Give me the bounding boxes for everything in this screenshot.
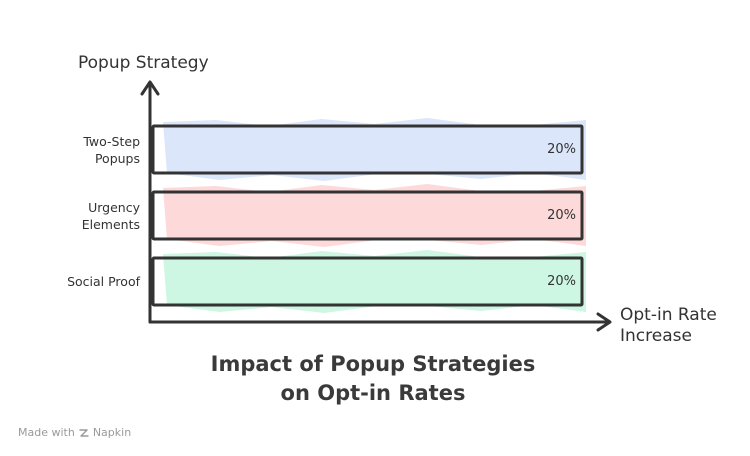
category-label: Two-Step Popups	[83, 133, 140, 166]
chart-title: Impact of Popup Strategies on Opt-in Rat…	[210, 352, 536, 405]
bar	[151, 124, 584, 175]
category-label: Urgency Elements	[81, 199, 140, 232]
value-label: 20%	[547, 273, 576, 289]
watermark-brand: Napkin	[92, 426, 132, 439]
napkin-icon	[79, 428, 89, 437]
bar-fill	[163, 118, 586, 181]
watermark-prefix: Made with	[18, 426, 75, 439]
x-axis-arrow-icon	[596, 312, 612, 332]
bar	[151, 256, 584, 307]
axes-layer	[140, 80, 612, 332]
x-axis-title: Opt-in Rate Increase	[620, 305, 717, 346]
bars-layer	[151, 118, 586, 313]
value-label: 20%	[547, 207, 576, 223]
bar-fill	[163, 184, 586, 247]
y-axis-title: Popup Strategy	[78, 53, 209, 73]
value-label: 20%	[547, 141, 576, 157]
y-axis-arrow-icon	[140, 80, 160, 96]
category-label: Social Proof	[67, 274, 140, 289]
bar	[151, 190, 584, 241]
bar-fill	[163, 250, 586, 313]
watermark: Made with Napkin	[18, 426, 131, 439]
